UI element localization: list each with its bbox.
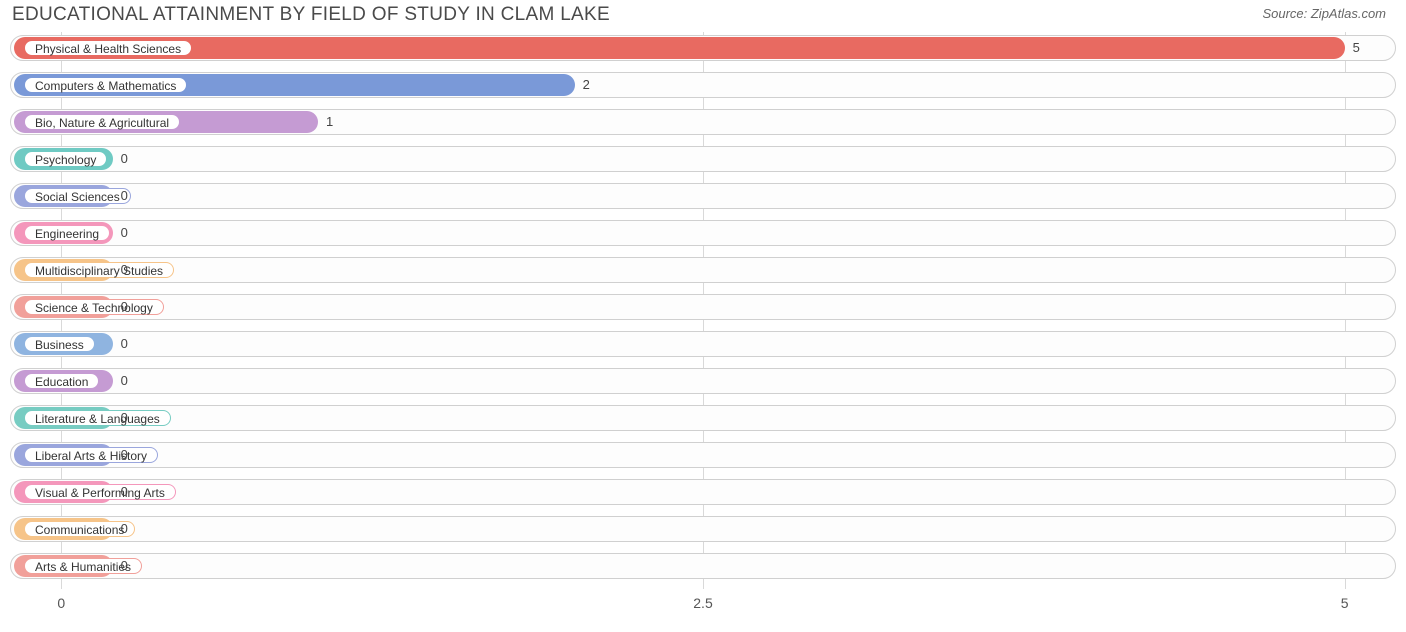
bar-row: Psychology 0 bbox=[10, 143, 1396, 179]
category-pill: Liberal Arts & History bbox=[24, 447, 158, 463]
bar-row: Visual & Performing Arts0 bbox=[10, 476, 1396, 512]
bar-row: Education 0 bbox=[10, 365, 1396, 401]
x-tick-label: 2.5 bbox=[693, 595, 712, 611]
x-tick-label: 0 bbox=[57, 595, 65, 611]
value-label: 0 bbox=[121, 225, 128, 240]
value-label: 0 bbox=[121, 299, 128, 314]
bar-row: Liberal Arts & History0 bbox=[10, 439, 1396, 475]
bar-track bbox=[10, 405, 1396, 431]
bar-track bbox=[10, 294, 1396, 320]
bar-track bbox=[10, 442, 1396, 468]
header: EDUCATIONAL ATTAINMENT BY FIELD OF STUDY… bbox=[0, 0, 1406, 28]
category-pill: Literature & Languages bbox=[24, 410, 171, 426]
bar-row: Engineering 0 bbox=[10, 217, 1396, 253]
value-label: 0 bbox=[121, 447, 128, 462]
bar-row: Arts & Humanities0 bbox=[10, 550, 1396, 586]
bar-row: Multidisciplinary Studies0 bbox=[10, 254, 1396, 290]
value-label: 0 bbox=[121, 521, 128, 536]
bar-track bbox=[10, 516, 1396, 542]
bar-track bbox=[10, 257, 1396, 283]
bar-row: Computers & Mathematics 2 bbox=[10, 69, 1396, 105]
category-pill: Visual & Performing Arts bbox=[24, 484, 176, 500]
x-axis: 02.55 bbox=[10, 595, 1396, 625]
category-pill: Computers & Mathematics bbox=[24, 77, 187, 93]
value-label: 2 bbox=[583, 77, 590, 92]
category-pill: Physical & Health Sciences bbox=[24, 40, 192, 56]
value-label: 0 bbox=[121, 484, 128, 499]
value-label: 0 bbox=[121, 336, 128, 351]
bar-row: Science & Technology0 bbox=[10, 291, 1396, 327]
value-label: 0 bbox=[121, 558, 128, 573]
plot-region: Physical & Health Sciences 5 Computers & M… bbox=[10, 32, 1396, 589]
bar-row: Business 0 bbox=[10, 328, 1396, 364]
category-pill: Bio, Nature & Agricultural bbox=[24, 114, 180, 130]
bar-track bbox=[10, 146, 1396, 172]
bar-fill bbox=[14, 37, 1345, 59]
category-pill: Psychology bbox=[24, 151, 107, 167]
value-label: 0 bbox=[121, 373, 128, 388]
bar-track bbox=[10, 553, 1396, 579]
category-pill: Communications bbox=[24, 521, 135, 537]
x-tick-label: 5 bbox=[1341, 595, 1349, 611]
value-label: 0 bbox=[121, 262, 128, 277]
bar-row: Communications0 bbox=[10, 513, 1396, 549]
bar-track bbox=[10, 479, 1396, 505]
category-pill: Multidisciplinary Studies bbox=[24, 262, 174, 278]
category-pill: Engineering bbox=[24, 225, 110, 241]
value-label: 0 bbox=[121, 151, 128, 166]
bar-row: Social Sciences0 bbox=[10, 180, 1396, 216]
category-pill: Social Sciences bbox=[24, 188, 131, 204]
bar-track bbox=[10, 368, 1396, 394]
source-attribution: Source: ZipAtlas.com bbox=[1262, 4, 1386, 21]
value-label: 5 bbox=[1353, 40, 1360, 55]
category-pill: Business bbox=[24, 336, 95, 352]
category-pill: Science & Technology bbox=[24, 299, 164, 315]
value-label: 0 bbox=[121, 410, 128, 425]
value-label: 1 bbox=[326, 114, 333, 129]
category-pill: Education bbox=[24, 373, 99, 389]
chart-title: EDUCATIONAL ATTAINMENT BY FIELD OF STUDY… bbox=[12, 4, 610, 26]
bar-row: Bio, Nature & Agricultural 1 bbox=[10, 106, 1396, 142]
bar-track bbox=[10, 183, 1396, 209]
bar-row: Literature & Languages0 bbox=[10, 402, 1396, 438]
chart-area: Physical & Health Sciences 5 Computers & M… bbox=[0, 28, 1406, 625]
bar-track bbox=[10, 220, 1396, 246]
bar-track bbox=[10, 331, 1396, 357]
bar-row: Physical & Health Sciences 5 bbox=[10, 32, 1396, 68]
value-label: 0 bbox=[121, 188, 128, 203]
